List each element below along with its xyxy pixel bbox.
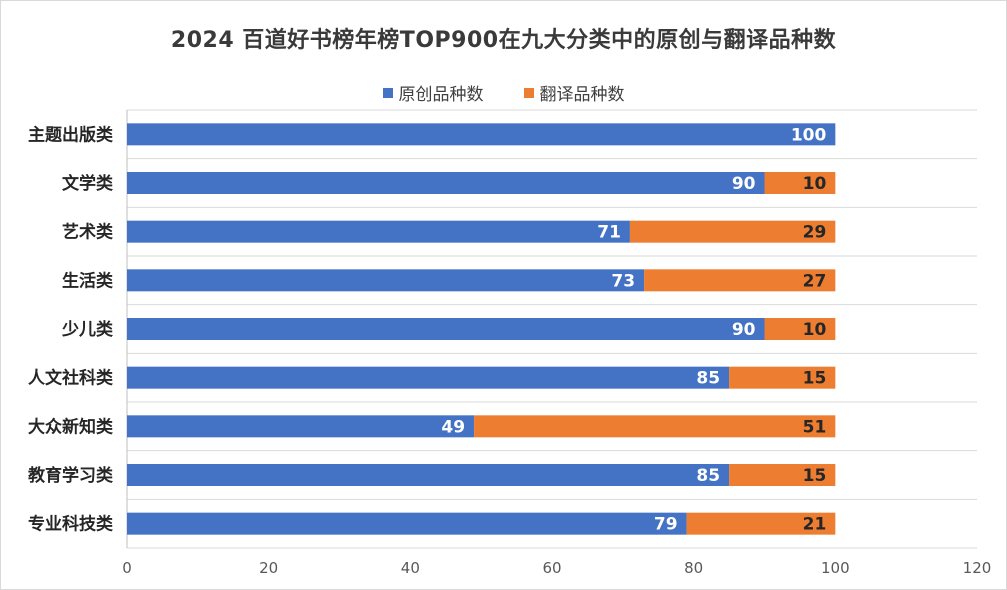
bar-original (127, 512, 687, 535)
data-label: 73 (611, 271, 635, 291)
data-label: 51 (803, 417, 827, 437)
bar-original (127, 366, 730, 389)
bar-translated (474, 415, 836, 438)
bar-translated (729, 366, 836, 389)
category-label: 艺术类 (62, 222, 114, 243)
data-label: 85 (696, 466, 720, 486)
x-tick-label: 120 (963, 559, 992, 577)
legend-label-original: 原创品种数 (398, 85, 484, 105)
data-label: 10 (803, 320, 827, 340)
bar-original (127, 269, 645, 292)
data-label: 100 (791, 125, 827, 145)
legend-swatch-original (382, 87, 393, 98)
bar-original (127, 318, 765, 340)
category-label: 主题出版类 (28, 124, 114, 145)
x-tick-label: 60 (542, 559, 561, 577)
chart-title: 2024 百道好书榜年榜TOP900在九大分类中的原创与翻译品种数 (170, 28, 837, 53)
x-tick-label: 100 (821, 559, 850, 577)
bar-original (127, 220, 630, 243)
data-label: 15 (803, 466, 827, 486)
bar-translated (686, 512, 836, 535)
bar-translated (644, 269, 836, 292)
x-tick-label: 40 (401, 559, 420, 577)
bar-translated (729, 464, 836, 486)
bar-original (127, 172, 765, 194)
data-label: 85 (696, 369, 720, 389)
data-label: 71 (597, 223, 621, 243)
legend-swatch-translated (523, 87, 534, 98)
category-label: 人文社科类 (28, 368, 114, 389)
data-label: 15 (803, 369, 827, 389)
x-tick-label: 20 (259, 559, 278, 577)
bar-original (127, 415, 475, 438)
legend: 原创品种数 翻译品种数 (0, 80, 1007, 105)
data-label: 27 (803, 271, 827, 291)
data-label: 21 (803, 515, 827, 535)
legend-item-original: 原创品种数 (382, 80, 484, 105)
category-label: 大众新知类 (28, 416, 114, 437)
data-label: 49 (441, 417, 465, 437)
legend-label-translated: 翻译品种数 (539, 85, 625, 105)
category-label: 生活类 (62, 270, 114, 291)
category-label: 教育学习类 (27, 465, 114, 486)
x-tick-label: 0 (122, 559, 132, 577)
x-tick-label: 80 (684, 559, 703, 577)
data-label: 10 (803, 174, 827, 194)
category-label: 少儿类 (61, 319, 114, 340)
bar-translated (764, 172, 836, 194)
bar-translated (764, 318, 836, 340)
category-label: 文学类 (62, 173, 114, 194)
category-label: 专业科技类 (28, 514, 114, 535)
bar-translated (629, 220, 836, 243)
data-label: 79 (654, 515, 678, 535)
data-label: 90 (732, 320, 756, 340)
bar-original (127, 123, 836, 146)
bar-original (127, 464, 730, 486)
data-label: 90 (732, 174, 756, 194)
legend-item-translated: 翻译品种数 (523, 80, 625, 105)
data-label: 29 (803, 223, 827, 243)
